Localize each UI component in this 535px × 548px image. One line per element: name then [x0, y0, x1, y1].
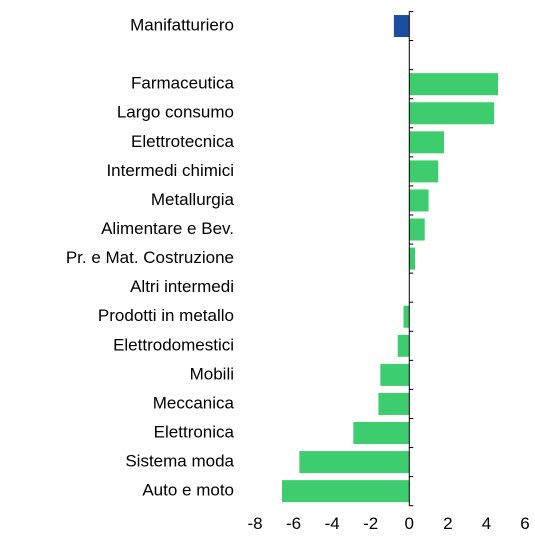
y-tick-label: Metallurgia: [151, 190, 235, 209]
bar: [380, 363, 410, 386]
x-tick-label: -4: [325, 514, 340, 533]
y-tick-label: Elettronica: [154, 422, 235, 441]
y-tick-label: Altri intermedi: [130, 277, 234, 296]
y-tick-label: Meccanica: [153, 393, 235, 412]
bar: [397, 334, 410, 357]
x-tick-label: 4: [482, 514, 491, 533]
bar: [403, 305, 410, 328]
bar: [409, 102, 495, 125]
y-tick-label: Auto e moto: [142, 481, 234, 500]
x-tick-label: -6: [286, 514, 301, 533]
y-tick-label: Mobili: [190, 364, 234, 383]
y-tick-label: Pr. e Mat. Costruzione: [66, 248, 234, 267]
bar: [378, 392, 410, 415]
y-tick-label: Manifatturiero: [130, 16, 234, 35]
y-tick-label: Elettrodomestici: [113, 335, 234, 354]
x-tick-label: 2: [443, 514, 452, 533]
bar: [299, 451, 410, 474]
y-tick-label: Prodotti in metallo: [98, 306, 234, 325]
y-tick-label: Alimentare e Bev.: [101, 219, 234, 238]
bar: [409, 247, 416, 270]
bar: [409, 131, 444, 154]
bar: [353, 422, 410, 445]
bar: [282, 480, 410, 503]
x-tick-label: 0: [405, 514, 414, 533]
x-tick-label: 6: [520, 514, 529, 533]
y-tick-label: Intermedi chimici: [106, 161, 234, 180]
y-tick-label: Sistema moda: [125, 452, 234, 471]
bar: [409, 73, 498, 96]
bar: [393, 15, 410, 38]
x-tick-label: -8: [247, 514, 262, 533]
bar: [409, 218, 425, 241]
y-tick-label: Farmaceutica: [131, 74, 235, 93]
bar: [409, 160, 439, 183]
y-tick-label: Largo consumo: [117, 103, 234, 122]
y-tick-label: Elettrotecnica: [131, 132, 235, 151]
bar: [409, 189, 429, 212]
x-tick-label: -2: [363, 514, 378, 533]
